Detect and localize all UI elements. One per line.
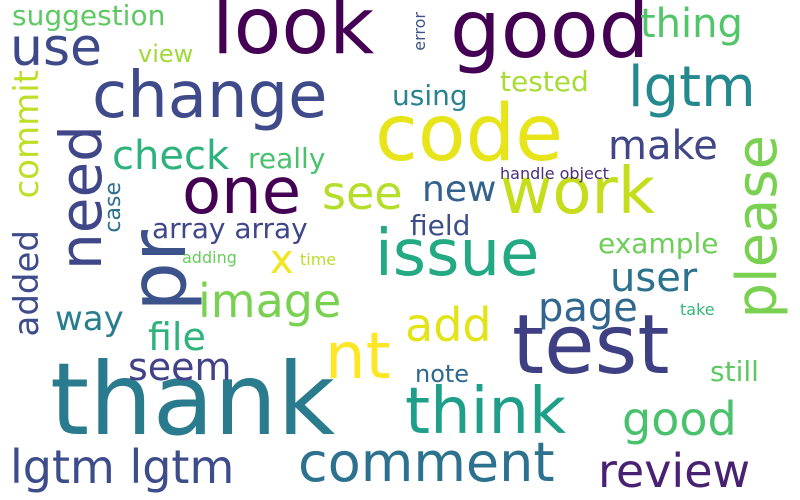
word-image: image bbox=[198, 274, 342, 328]
word-tested: tested bbox=[500, 65, 589, 98]
word-good-2: good bbox=[622, 392, 737, 446]
word-view: view bbox=[138, 40, 194, 68]
word-work: work bbox=[500, 155, 655, 229]
word-review: review bbox=[598, 444, 751, 498]
word-array-array: array array bbox=[152, 212, 308, 245]
word-error: error bbox=[410, 12, 429, 51]
word-please: please bbox=[725, 135, 790, 319]
word-lgtm: lgtm bbox=[628, 55, 756, 120]
word-page: page bbox=[538, 285, 638, 331]
word-thing: thing bbox=[640, 1, 743, 47]
word-check: check bbox=[112, 133, 230, 179]
word-test: test bbox=[512, 298, 670, 393]
word-added: added bbox=[7, 230, 47, 337]
word-good: good bbox=[450, 0, 650, 76]
word-new: new bbox=[422, 169, 497, 210]
word-user: user bbox=[610, 255, 698, 301]
word-code: code bbox=[375, 89, 564, 179]
word-look: look bbox=[212, 0, 375, 72]
word-x: x bbox=[270, 237, 294, 283]
word-using: using bbox=[392, 79, 468, 112]
word-make: make bbox=[608, 123, 718, 169]
word-one: one bbox=[182, 155, 302, 229]
word-way: way bbox=[55, 299, 124, 339]
word-seem: seem bbox=[128, 345, 232, 389]
word-still: still bbox=[710, 355, 759, 388]
word-take: take bbox=[680, 300, 715, 319]
word-file: file bbox=[148, 315, 206, 359]
word-thank: thank bbox=[50, 341, 336, 458]
word-use: use bbox=[10, 18, 103, 78]
word-comment: comment bbox=[298, 431, 555, 494]
word-field: field bbox=[410, 209, 471, 242]
word-nt: nt bbox=[325, 320, 391, 394]
word-see: see bbox=[322, 166, 403, 220]
word-example: example bbox=[598, 227, 719, 260]
word-adding: adding bbox=[182, 248, 237, 267]
word-really: really bbox=[248, 142, 326, 175]
word-handle-object: handle object bbox=[500, 164, 609, 183]
word-think: think bbox=[405, 375, 567, 449]
word-commit: commit bbox=[7, 70, 47, 199]
word-add: add bbox=[405, 298, 492, 352]
word-case: case bbox=[101, 182, 126, 233]
word-time: time bbox=[300, 250, 337, 269]
word-issue: issue bbox=[375, 217, 540, 291]
word-lgtm-lgtm: lgtm lgtm bbox=[10, 440, 235, 494]
word-note: note bbox=[415, 360, 470, 388]
word-suggestion: suggestion bbox=[12, 0, 166, 32]
word-change: change bbox=[92, 59, 328, 133]
